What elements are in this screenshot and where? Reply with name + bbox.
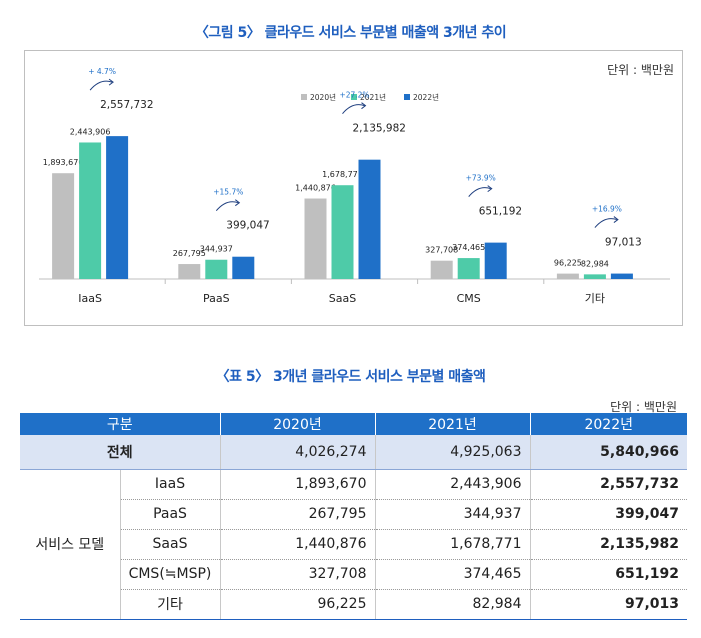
growth-arrow — [594, 218, 618, 228]
total-2021: 4,925,063 — [375, 435, 531, 470]
data-label: 96,225 — [554, 259, 582, 268]
data-label: 327,708 — [425, 246, 458, 255]
data-label: 374,465 — [452, 243, 485, 252]
table-row: SaaS 1,440,876 1,678,771 2,135,982 — [20, 529, 687, 560]
total-label: 전체 — [20, 435, 221, 470]
data-label: 2,557,732 — [100, 99, 153, 111]
growth-arrow — [215, 201, 239, 212]
growth-arrowhead — [235, 199, 241, 207]
cell-2020: 267,795 — [220, 499, 376, 530]
cell-2020: 1,893,670 — [220, 469, 376, 500]
growth-label: +27.2% — [339, 91, 369, 100]
bar — [232, 256, 255, 279]
data-label: 1,678,771 — [322, 170, 363, 179]
bar — [358, 159, 381, 279]
figure-title: 〈그림 5〉 클라우드 서비스 부문별 매출액 3개년 추이 — [194, 25, 507, 41]
header-2022: 2022년 — [529, 413, 687, 435]
bar — [457, 258, 480, 279]
chart-panel: 단위 : 백만원 2020년 2021년 2022년 1,893,670 2,443,9… — [24, 50, 683, 326]
legend-label: 2021년 — [360, 92, 386, 102]
category-label: 기타 — [585, 292, 605, 305]
row-label: SaaS — [120, 529, 221, 560]
legend-swatch — [301, 94, 307, 100]
cell-2021: 344,937 — [375, 499, 531, 530]
category-label: PaaS — [203, 292, 230, 305]
bar — [106, 136, 129, 279]
data-label: 1,440,876 — [295, 184, 336, 193]
bar — [583, 274, 606, 279]
row-label: IaaS — [120, 469, 221, 500]
bar — [79, 142, 102, 279]
cell-2022: 2,135,982 — [530, 529, 687, 560]
bar — [484, 242, 507, 279]
chart-unit-label: 단위 : 백만원 — [607, 63, 674, 77]
growth-label: +15.7% — [213, 188, 243, 197]
growth-arrow — [468, 187, 491, 197]
growth-label: +73.9% — [466, 174, 496, 183]
table-row: CMS(≒MSP) 327,708 374,465 651,192 — [20, 559, 687, 590]
legend-swatch — [351, 94, 357, 100]
table-row: PaaS 267,795 344,937 399,047 — [20, 499, 687, 530]
cell-2022: 2,557,732 — [530, 469, 687, 500]
header-2021: 2021년 — [374, 413, 530, 435]
bar — [331, 185, 354, 279]
row-label: 기타 — [120, 589, 221, 620]
total-row: 전체 4,026,274 4,925,063 5,840,966 — [20, 435, 687, 470]
bar — [205, 259, 228, 279]
bar — [52, 173, 75, 279]
growth-label: +16.9% — [592, 205, 622, 214]
row-label: CMS(≒MSP) — [120, 559, 221, 590]
growth-arrowhead — [108, 78, 114, 86]
category-label: SaaS — [329, 292, 356, 305]
cell-2020: 1,440,876 — [220, 529, 376, 560]
data-label: 97,013 — [605, 237, 642, 249]
data-label: 267,795 — [173, 249, 206, 258]
bar — [430, 260, 453, 279]
growth-arrowhead — [613, 216, 619, 223]
data-label: 344,937 — [200, 245, 233, 254]
bar — [610, 273, 633, 279]
total-2020: 4,026,274 — [220, 435, 376, 470]
table-row: 서비스 모델 IaaS 1,893,670 2,443,906 2,557,73… — [20, 469, 687, 620]
total-2022: 5,840,966 — [530, 435, 687, 470]
table-header-row: 구분 2020년 2021년 2022년 — [20, 413, 687, 435]
data-label: 1,893,670 — [43, 158, 84, 167]
data-label: 82,984 — [581, 259, 609, 268]
bar — [178, 264, 201, 279]
cell-2020: 327,708 — [220, 559, 376, 590]
cell-2021: 1,678,771 — [375, 529, 531, 560]
header-2020: 2020년 — [219, 413, 375, 435]
data-label: 399,047 — [226, 220, 269, 232]
cell-2021: 82,984 — [375, 589, 531, 620]
legend-label: 2020년 — [310, 92, 336, 102]
growth-arrow — [342, 104, 365, 114]
header-category: 구분 — [20, 413, 220, 435]
cell-2022: 651,192 — [530, 559, 687, 590]
growth-arrow — [89, 80, 113, 91]
bar — [304, 198, 327, 279]
growth-label: + 4.7% — [88, 67, 116, 76]
revenue-table: 구분 2020년 2021년 2022년 전체 4,026,274 4,925,… — [20, 413, 687, 620]
category-label: IaaS — [78, 292, 102, 305]
bar-chart: 2020년 2021년 2022년 1,893,670 2,443,906 2,557,7… — [39, 67, 670, 305]
data-label: 651,192 — [479, 206, 522, 218]
legend-label: 2022년 — [413, 92, 439, 102]
table-unit-label: 단위 : 백만원 — [610, 400, 677, 414]
cell-2022: 399,047 — [530, 499, 687, 530]
growth-arrowhead — [487, 185, 493, 193]
data-label: 2,135,982 — [353, 123, 406, 135]
group-label: 서비스 모델 — [20, 469, 121, 620]
cell-2021: 374,465 — [375, 559, 531, 590]
cell-2022: 97,013 — [530, 589, 687, 620]
bar — [556, 273, 579, 279]
cell-2020: 96,225 — [220, 589, 376, 620]
category-label: CMS — [457, 292, 481, 305]
growth-arrowhead — [361, 102, 367, 110]
table-title: 〈표 5〉 3개년 클라우드 서비스 부문별 매출액 — [215, 369, 486, 385]
row-label: PaaS — [120, 499, 221, 530]
table-row: 기타 96,225 82,984 97,013 — [20, 589, 687, 620]
data-label: 2,443,906 — [70, 127, 111, 136]
cell-2021: 2,443,906 — [375, 469, 531, 500]
legend-swatch — [404, 94, 410, 100]
